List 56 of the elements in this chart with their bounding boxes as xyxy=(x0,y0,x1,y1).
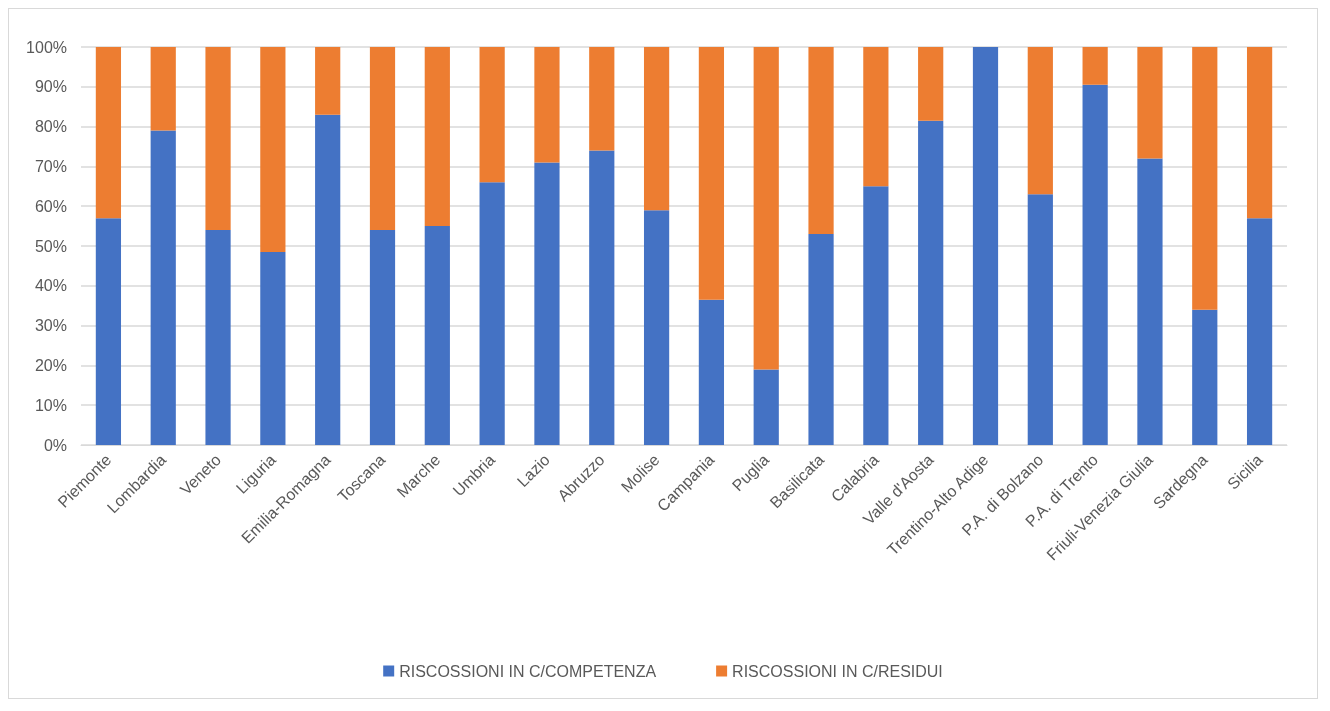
bar xyxy=(808,234,834,445)
bar xyxy=(369,47,396,231)
bar xyxy=(1082,47,1108,85)
y-tick-label: 40% xyxy=(34,277,67,295)
y-tick-label: 0% xyxy=(43,436,67,454)
bar xyxy=(643,47,670,211)
bar xyxy=(424,47,450,227)
bar xyxy=(205,230,231,445)
bar xyxy=(534,47,560,163)
legend-label: RISCOSSIONI IN C/RESIDUI xyxy=(732,662,943,680)
bar xyxy=(260,47,286,252)
legend-label: RISCOSSIONI IN C/COMPETENZA xyxy=(399,662,657,680)
bar xyxy=(918,47,944,121)
bar xyxy=(1246,47,1273,219)
bar xyxy=(424,226,450,445)
y-tick-label: 50% xyxy=(34,237,67,255)
y-tick-label: 80% xyxy=(34,118,67,136)
y-tick-label: 100% xyxy=(26,38,67,56)
bar xyxy=(260,251,286,445)
bar xyxy=(1192,309,1218,445)
bar xyxy=(1027,47,1053,195)
bar xyxy=(863,186,889,445)
bar xyxy=(205,47,231,231)
bar xyxy=(150,130,176,445)
y-tick-label: 90% xyxy=(34,78,67,96)
bar xyxy=(1137,158,1163,445)
bar xyxy=(589,47,615,151)
bar xyxy=(369,230,396,445)
bar xyxy=(534,162,560,445)
bar xyxy=(479,47,505,183)
bar xyxy=(972,47,999,445)
bar xyxy=(1192,47,1218,310)
bar xyxy=(698,299,725,445)
bar xyxy=(315,47,341,115)
bar xyxy=(315,114,341,445)
bar xyxy=(1246,218,1273,445)
bar xyxy=(643,210,670,445)
bar xyxy=(753,47,779,370)
bar xyxy=(1137,47,1163,159)
bar xyxy=(698,47,725,300)
bar xyxy=(1027,194,1053,445)
bar xyxy=(479,182,505,445)
bar xyxy=(808,47,834,235)
bar xyxy=(918,120,944,445)
bar xyxy=(753,369,779,445)
bar xyxy=(589,150,615,445)
bar xyxy=(95,47,122,219)
y-tick-label: 60% xyxy=(34,197,67,215)
bar xyxy=(95,218,122,445)
y-tick-label: 20% xyxy=(34,356,67,374)
bar xyxy=(1082,84,1108,445)
y-tick-label: 30% xyxy=(34,317,67,335)
bar xyxy=(863,47,889,187)
y-tick-label: 10% xyxy=(34,396,67,414)
y-tick-label: 70% xyxy=(34,157,67,175)
bar xyxy=(150,47,176,131)
